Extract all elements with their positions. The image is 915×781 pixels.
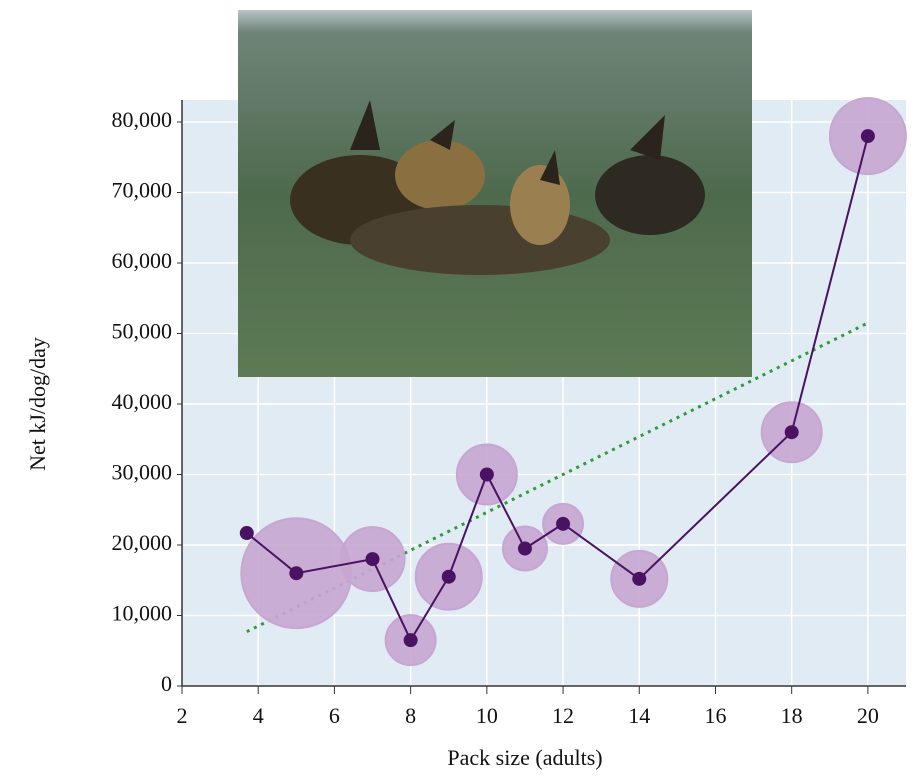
x-tick-label: 12 [552,703,574,728]
x-tick-label: 8 [405,703,416,728]
point [556,517,570,531]
y-tick-label: 60,000 [112,248,173,273]
point [480,468,494,482]
y-tick-label: 10,000 [112,601,173,626]
x-axis-label: Pack size (adults) [447,745,602,770]
point [518,542,532,556]
point [240,526,254,540]
x-tick-label: 14 [628,703,650,728]
x-tick-label: 10 [476,703,498,728]
point [289,566,303,580]
x-tick-label: 4 [253,703,264,728]
x-tick-label: 18 [781,703,803,728]
y-tick-label: 40,000 [112,389,173,414]
point [442,570,456,584]
y-axis-label: Net kJ/dog/day [25,337,50,471]
x-tick-label: 20 [857,703,879,728]
x-tick-label: 2 [177,703,188,728]
y-tick-label: 0 [161,671,172,696]
chart: Net kJ/dog/day Pack size (adults) 0 10,00… [0,0,915,781]
y-tick-label: 20,000 [112,530,173,555]
y-tick-label: 80,000 [112,107,173,132]
point [785,425,799,439]
point [366,552,380,566]
y-tick-label: 30,000 [112,460,173,485]
x-tick-label: 16 [704,703,726,728]
point [632,572,646,586]
photo [238,10,752,377]
y-tick-label: 50,000 [112,319,173,344]
y-tick-label: 70,000 [112,178,173,203]
point [404,633,418,647]
x-tick-label: 6 [329,703,340,728]
point [861,129,875,143]
